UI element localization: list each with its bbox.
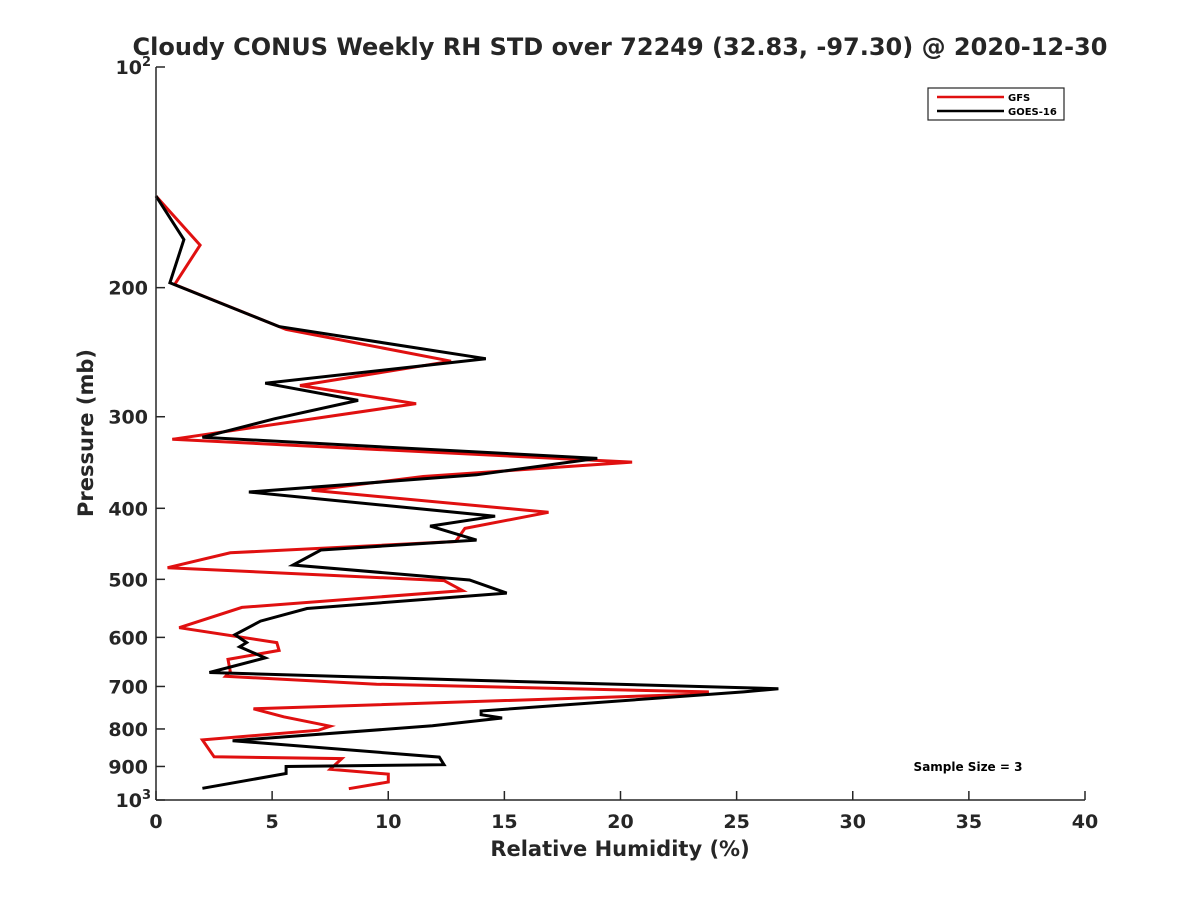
x-tick-label: 15	[491, 811, 517, 833]
x-tick-label: 40	[1072, 811, 1098, 833]
y-tick-label: 200	[108, 278, 148, 300]
x-tick-label: 30	[840, 811, 866, 833]
x-tick-label: 35	[956, 811, 982, 833]
series-line-goes16	[154, 195, 779, 790]
x-tick-label: 5	[266, 811, 279, 833]
x-tick-label: 0	[149, 811, 162, 833]
legend: GFS GOES-16	[927, 87, 1065, 121]
plot-area	[156, 67, 1085, 800]
y-tick-label: 300	[108, 407, 148, 429]
y-tick-label: 600	[108, 627, 148, 649]
y-axis-label: Pressure (mb)	[74, 349, 98, 517]
y-tick-label: 500	[108, 569, 148, 591]
y-tick-label: 800	[108, 719, 148, 741]
legend-box	[927, 87, 1065, 121]
x-tick-label: 10	[375, 811, 401, 833]
x-axis-ticks: 0 5 10 15 20 25 30 35 40	[149, 791, 1098, 833]
legend-label-gfs: GFS	[1008, 93, 1030, 104]
series-line-gfs	[154, 195, 710, 791]
x-tick-label: 20	[607, 811, 633, 833]
series-layer	[154, 195, 779, 791]
x-tick-label: 25	[723, 811, 749, 833]
y-tick-exponent: 3	[142, 788, 151, 803]
y-tick-exponent: 2	[142, 55, 151, 70]
y-tick-label: 10	[116, 790, 142, 812]
y-tick-label: 10	[116, 57, 142, 79]
chart-title: Cloudy CONUS Weekly RH STD over 72249 (3…	[133, 33, 1108, 61]
legend-label-goes16: GOES-16	[1008, 107, 1057, 118]
x-axis-label: Relative Humidity (%)	[490, 837, 749, 861]
sample-size-annotation: Sample Size = 3	[914, 760, 1023, 774]
y-tick-label: 900	[108, 756, 148, 778]
y-tick-label: 400	[108, 498, 148, 520]
y-tick-label: 700	[108, 676, 148, 698]
